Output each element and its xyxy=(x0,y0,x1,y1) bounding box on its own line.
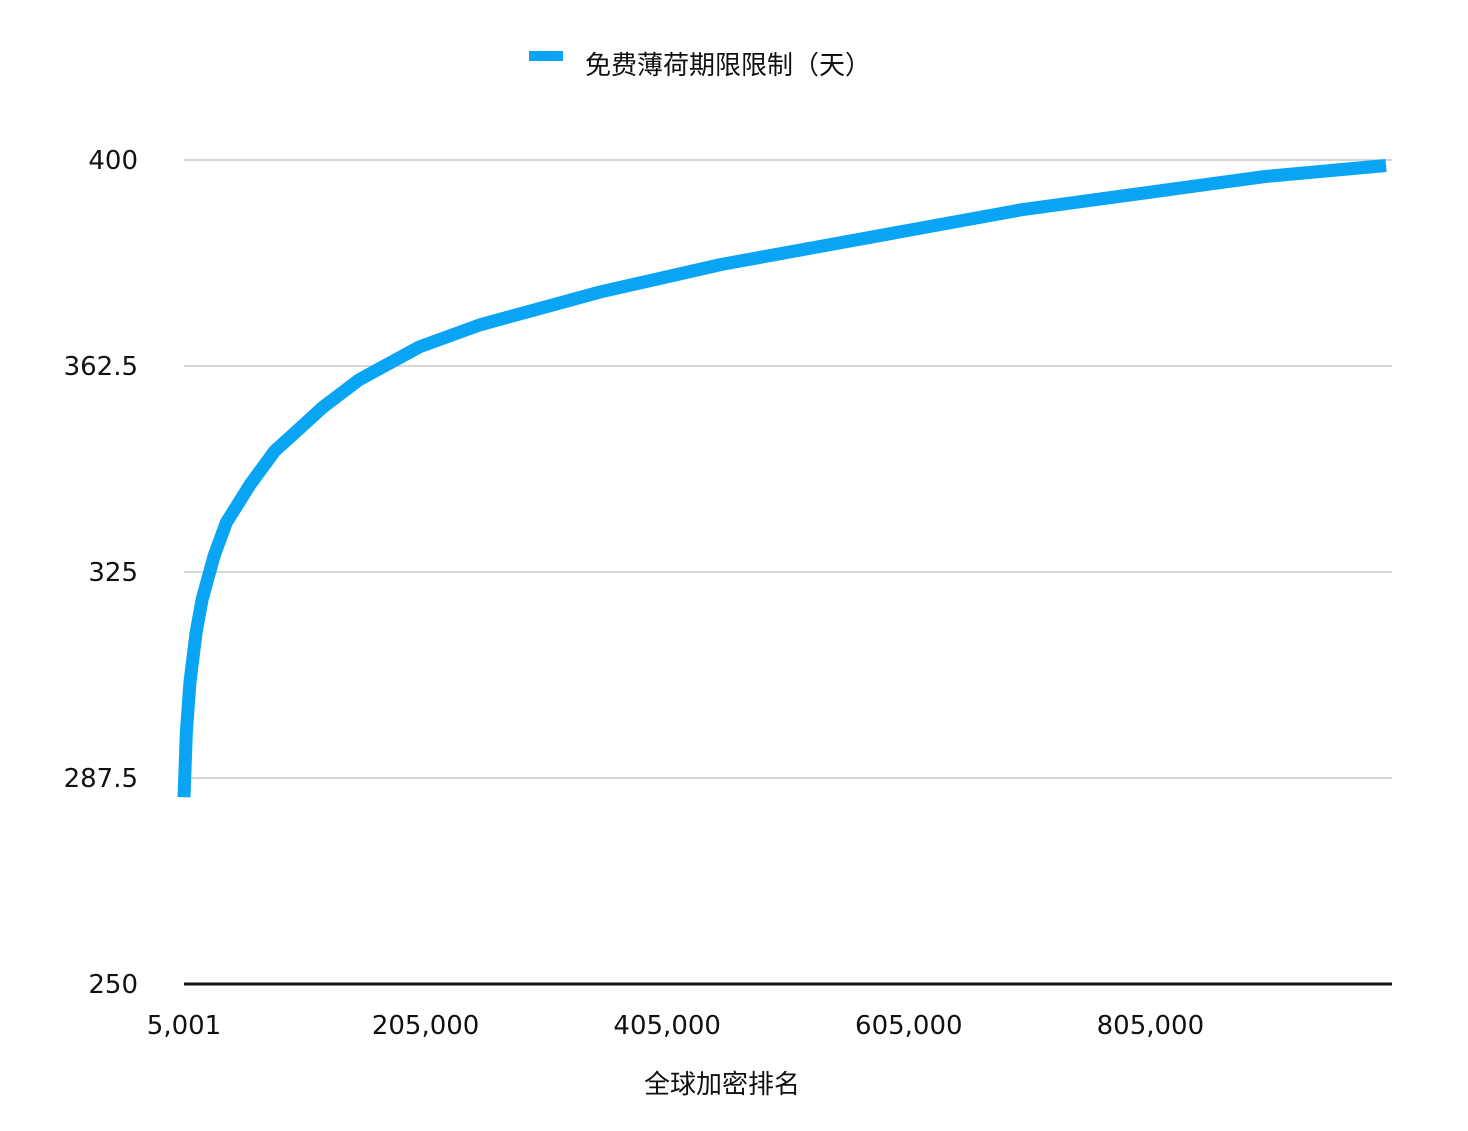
x-tick-label: 5,001 xyxy=(147,1011,221,1041)
data-point xyxy=(902,230,904,232)
data-point xyxy=(1143,192,1145,194)
data-point xyxy=(201,598,203,600)
data-point xyxy=(539,307,541,309)
legend-label: 免费薄荷期限限制（天） xyxy=(585,51,871,81)
data-point xyxy=(189,681,191,683)
data-point xyxy=(298,428,300,430)
data-point xyxy=(1204,184,1206,186)
data-point xyxy=(419,346,421,348)
data-point xyxy=(1083,200,1085,202)
data-point xyxy=(225,522,227,524)
series-line xyxy=(177,159,1387,798)
data-point xyxy=(249,483,251,485)
x-tick-labels: 5,001 205,000 405,000 605,000 805,000 xyxy=(147,1011,1204,1041)
data-point xyxy=(185,730,187,732)
legend: 免费薄荷期限限制（天） xyxy=(529,51,871,81)
data-point xyxy=(660,277,662,279)
data-point xyxy=(1023,208,1025,210)
data-point xyxy=(721,263,723,265)
legend-swatch xyxy=(529,51,563,61)
x-axis-title: 全球加密排名 xyxy=(644,1070,800,1100)
data-point xyxy=(1385,164,1387,166)
y-tick-label: 287.5 xyxy=(64,764,138,794)
x-tick-label: 405,000 xyxy=(613,1011,721,1041)
data-point xyxy=(600,291,602,293)
x-tick-label: 205,000 xyxy=(372,1011,480,1041)
data-point xyxy=(358,379,360,381)
data-point xyxy=(213,555,215,557)
data-point xyxy=(183,796,185,798)
data-point xyxy=(781,252,783,254)
y-tick-label: 362.5 xyxy=(64,352,138,382)
data-point xyxy=(1325,170,1327,172)
x-tick-label: 605,000 xyxy=(855,1011,963,1041)
data-point xyxy=(1264,175,1266,177)
series-layer xyxy=(177,159,1387,798)
data-point xyxy=(322,406,324,408)
x-tick-label: 805,000 xyxy=(1097,1011,1205,1041)
data-point xyxy=(195,631,197,633)
y-tick-label: 325 xyxy=(88,558,138,588)
data-point xyxy=(479,324,481,326)
data-point xyxy=(962,219,964,221)
y-tick-label: 250 xyxy=(88,970,138,1000)
y-tick-labels: 250 287.5 325 362.5 400 xyxy=(64,146,138,1000)
data-point xyxy=(274,450,276,452)
data-point xyxy=(841,241,843,243)
y-tick-label: 400 xyxy=(88,146,138,176)
